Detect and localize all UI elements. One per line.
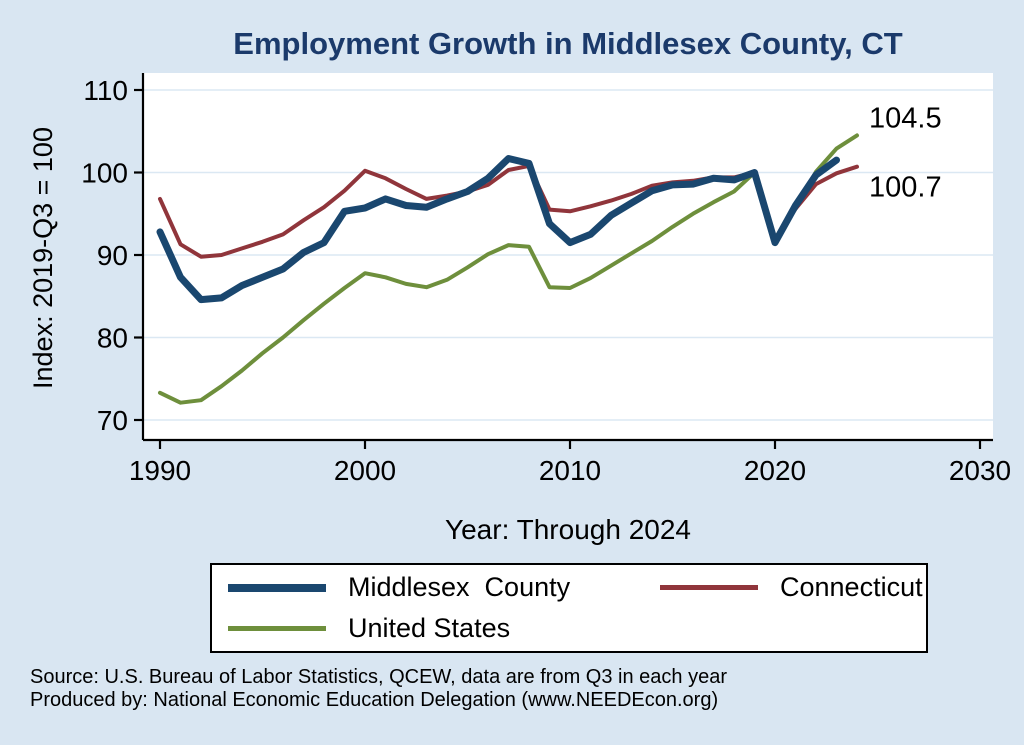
x-tick-label: 2020: [744, 455, 806, 486]
x-tick-label: 2010: [539, 455, 601, 486]
plot-area: 70 80 90 100 110 1990 2000 2010 2020 2030 104.5 100…: [81, 73, 1011, 486]
footer-notes: Source: U.S. Bureau of Labor Statistics,…: [30, 666, 727, 712]
legend-label-middlesex-county: Middlesex County: [348, 572, 571, 602]
y-tick-label: 110: [83, 75, 128, 106]
plot-background: [143, 73, 993, 440]
legend-label-united-states: United States: [348, 613, 511, 643]
y-axis-title: Index: 2019-Q3 = 100: [28, 127, 58, 389]
chart-title: Employment Growth in Middlesex County, C…: [233, 26, 903, 61]
legend-entry-united-states: United States: [228, 613, 660, 644]
legend-entry-middlesex-county: Middlesex County: [228, 572, 660, 603]
y-tick-label: 100: [81, 158, 128, 189]
y-tick-label: 80: [97, 323, 128, 354]
legend-box: Middlesex County Connecticut United Stat…: [210, 563, 928, 653]
connecticut-line-swatch: [660, 585, 758, 590]
source-note: Source: U.S. Bureau of Labor Statistics,…: [30, 666, 727, 688]
legend-entry-connecticut: Connecticut: [660, 572, 926, 603]
end-label-united-states: 104.5: [869, 102, 942, 134]
end-label-connecticut: 100.7: [869, 172, 942, 204]
middlesex-county-line: [156, 155, 840, 304]
x-tick-label: 1990: [129, 455, 191, 486]
united-states-line: [158, 133, 859, 405]
x-tick-label: 2030: [949, 455, 1011, 486]
produced-by-note: Produced by: National Economic Education…: [30, 689, 719, 711]
y-tick-label: 70: [97, 405, 128, 436]
x-tick-label: 2000: [334, 455, 396, 486]
united-states-line-swatch: [228, 626, 326, 631]
legend-label-connecticut: Connecticut: [780, 572, 923, 602]
x-axis-title: Year: Through 2024: [445, 514, 691, 545]
y-tick-label: 90: [97, 240, 128, 271]
middlesex-county-line-swatch: [228, 583, 326, 592]
